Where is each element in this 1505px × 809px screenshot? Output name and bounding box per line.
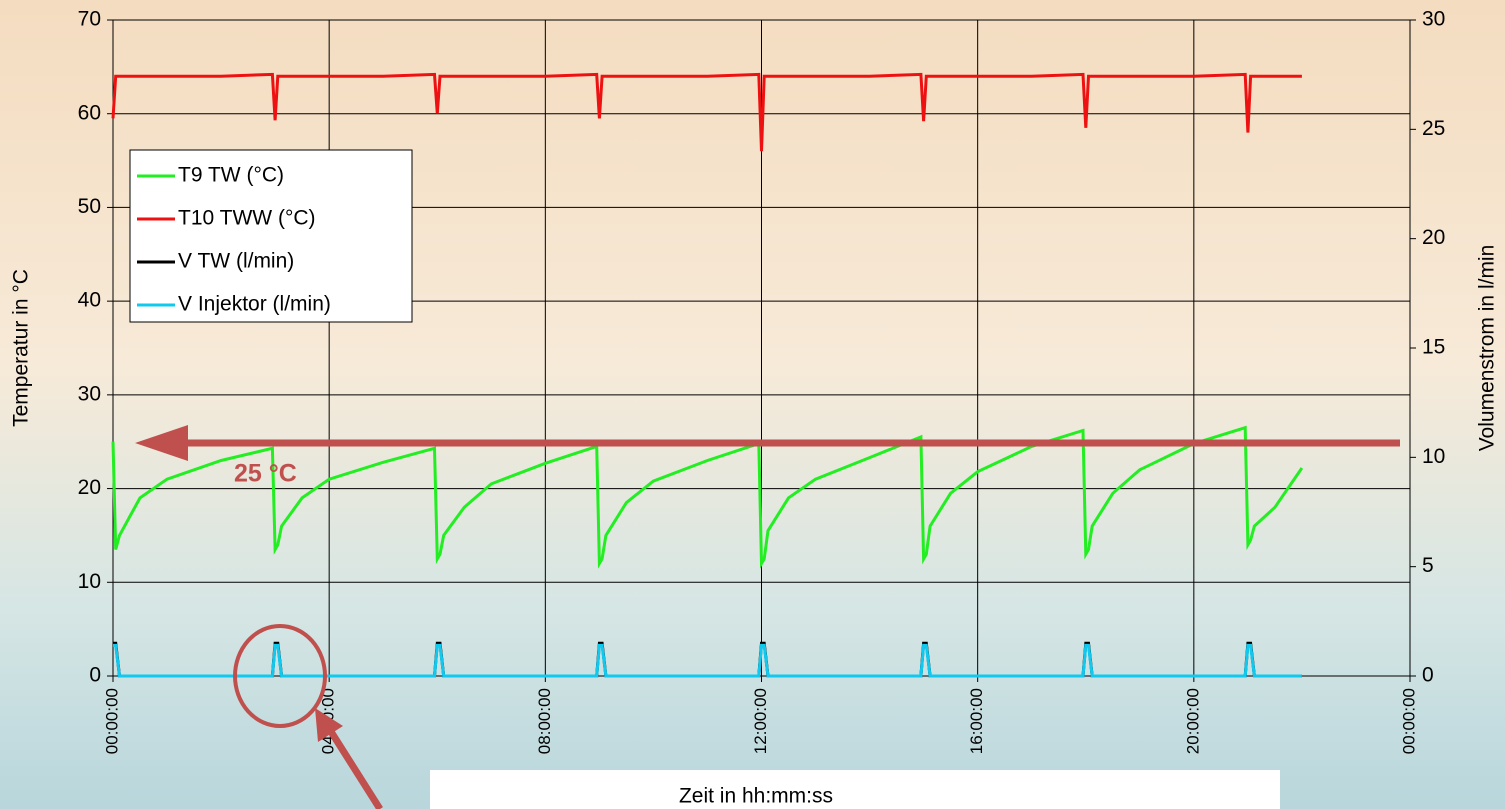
series-line bbox=[111, 425, 1304, 569]
y-tick-label: 60 bbox=[78, 101, 101, 124]
annotation-pointer-head bbox=[315, 708, 343, 742]
x-tick-label: 12:00:00 bbox=[751, 688, 770, 754]
series-line bbox=[111, 72, 1302, 152]
y-axis-title: Temperatur in °C bbox=[10, 269, 33, 427]
y-tick-label: 50 bbox=[78, 195, 101, 218]
annotation-label: 25 °C bbox=[234, 460, 297, 488]
white-panel bbox=[430, 770, 1280, 809]
x-tick-label: 20:00:00 bbox=[1183, 688, 1202, 754]
legend-label: T9 TW (°C) bbox=[178, 164, 284, 187]
annotation-arrowhead bbox=[135, 425, 188, 461]
legend-label: T10 TWW (°C) bbox=[178, 207, 316, 230]
y2-tick-label: 10 bbox=[1422, 445, 1445, 468]
legend-label: V TW (l/min) bbox=[178, 250, 294, 273]
plot-frame bbox=[112, 19, 1411, 677]
y-tick-label: 70 bbox=[78, 8, 101, 31]
annotation-pointer bbox=[327, 728, 383, 809]
y-tick-label: 40 bbox=[78, 289, 101, 312]
y2-tick-label: 15 bbox=[1422, 336, 1445, 359]
legend: T9 TW (°C) T10 TWW (°C) V TW (l/min) V Inje… bbox=[129, 149, 413, 323]
y2-tick-label: 25 bbox=[1422, 117, 1445, 140]
x-tick-label: 08:00:00 bbox=[535, 688, 554, 754]
y2-tick-label: 20 bbox=[1422, 226, 1445, 249]
series-line bbox=[113, 643, 1302, 678]
y-tick-label: 10 bbox=[78, 570, 101, 593]
y2-axis-title: Volumenstrom in l/min bbox=[1476, 245, 1499, 452]
y-tick-label: 20 bbox=[78, 476, 101, 499]
y-tick-label: 0 bbox=[89, 664, 101, 687]
y-tick-label: 30 bbox=[78, 382, 101, 405]
x-axis-title: Zeit in hh:mm:ss bbox=[679, 785, 833, 808]
y2-tick-label: 30 bbox=[1422, 8, 1445, 31]
annotation-circle bbox=[233, 624, 327, 728]
y2-tick-label: 5 bbox=[1422, 554, 1434, 577]
y2-tick-label: 0 bbox=[1422, 664, 1434, 687]
legend-box bbox=[129, 149, 413, 323]
x-tick-label: 00:00:00 bbox=[102, 688, 121, 754]
legend-label: V Injektor (l/min) bbox=[178, 293, 331, 316]
x-tick-label: 16:00:00 bbox=[967, 688, 986, 754]
x-tick-label: 00:00:00 bbox=[1399, 688, 1418, 754]
